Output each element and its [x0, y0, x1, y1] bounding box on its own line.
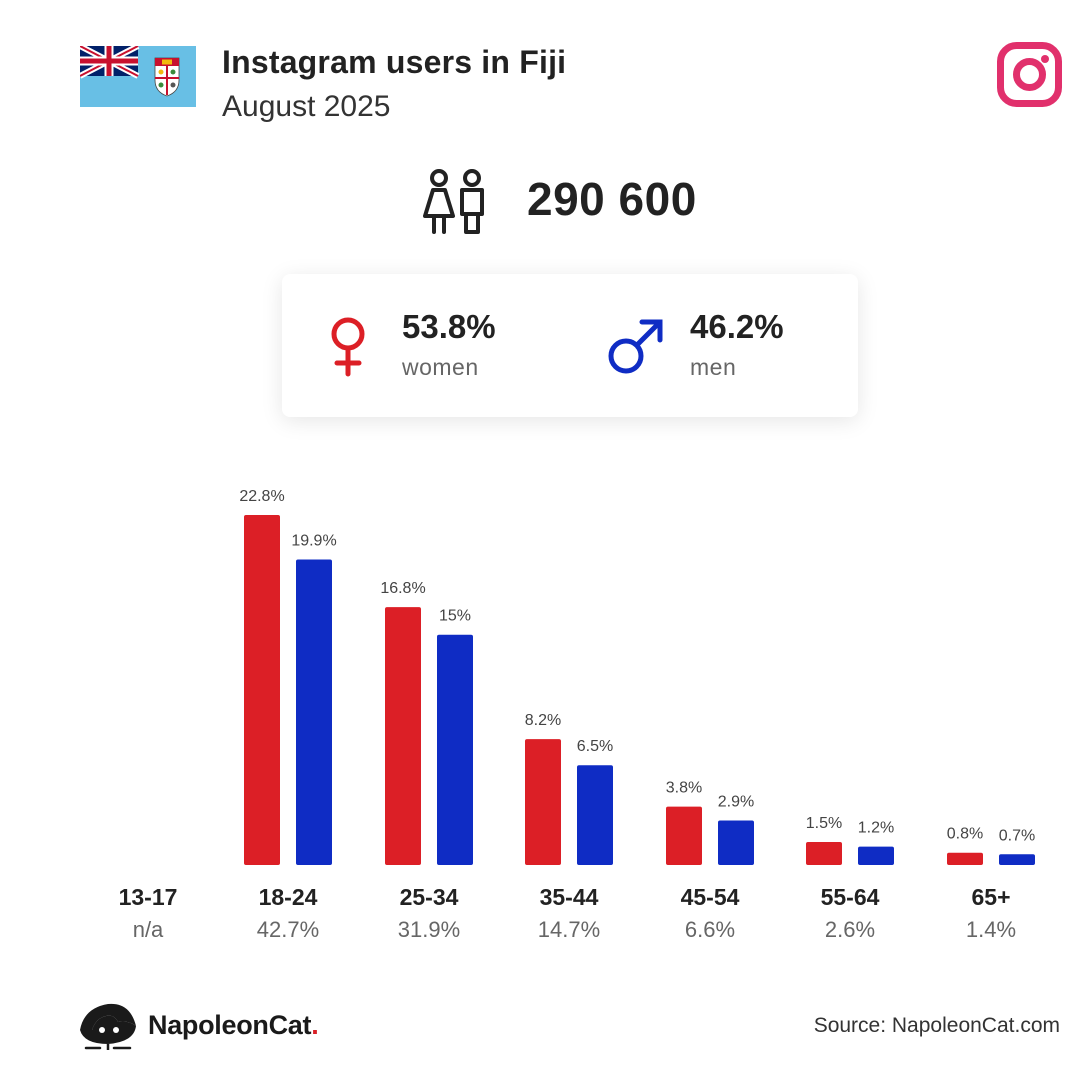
men-label: men — [690, 354, 737, 380]
bar-label-men-25-34: 15% — [439, 608, 471, 625]
fiji-flag-icon — [80, 46, 196, 107]
age-group-35-44: 35-44 14.7% — [499, 884, 639, 943]
source-link[interactable]: Source: NapoleonCat.com — [813, 1014, 1060, 1037]
instagram-logo-icon — [997, 42, 1062, 107]
bar-men-35-44 — [577, 765, 613, 865]
people-icon — [423, 169, 484, 234]
napoleoncat-logo-icon — [80, 1003, 136, 1050]
women-label: women — [402, 354, 479, 380]
bar-label-men-65+: 0.7% — [999, 827, 1035, 844]
bar-label-women-18-24: 22.8% — [239, 488, 284, 505]
age-range-label: 18-24 — [258, 884, 318, 910]
bar-label-women-55-64: 1.5% — [806, 815, 842, 832]
bar-label-men-35-44: 6.5% — [577, 738, 613, 755]
bar-men-65+ — [999, 854, 1035, 865]
bar-women-65+ — [947, 852, 983, 865]
bar-label-women-45-54: 3.8% — [666, 780, 702, 797]
age-range-label: 65+ — [971, 884, 1011, 910]
bar-women-35-44 — [525, 739, 561, 865]
brand-name: NapoleonCat. — [148, 1010, 319, 1041]
age-share-value: 6.6% — [684, 917, 736, 942]
men-percentage: 46.2% — [690, 308, 784, 345]
age-share-value: n/a — [132, 917, 164, 942]
bar-women-25-34 — [385, 607, 421, 865]
women-percentage: 53.8% — [402, 308, 496, 345]
bar-women-18-24 — [244, 515, 280, 865]
age-group-18-24: 18-24 42.7% — [218, 884, 358, 943]
age-range-label: 35-44 — [539, 884, 599, 910]
age-gender-bar-chart: 22.8% 19.9% 16.8% 15% 8.2% 6.5% 3.8% 2.9% 1.5% 1.… — [239, 488, 1035, 865]
total-users-value: 290 600 — [527, 173, 697, 225]
bar-men-55-64 — [858, 846, 894, 865]
male-symbol-icon — [608, 319, 663, 374]
age-range-label: 25-34 — [399, 884, 459, 910]
age-range-label: 55-64 — [820, 884, 880, 910]
bar-label-women-25-34: 16.8% — [380, 580, 425, 597]
age-group-65+: 65+ 1.4% — [921, 884, 1061, 943]
bar-label-men-55-64: 1.2% — [858, 820, 894, 837]
age-group-45-54: 45-54 6.6% — [640, 884, 780, 943]
bar-label-women-65+: 0.8% — [947, 826, 983, 843]
bar-men-25-34 — [437, 634, 473, 865]
bar-women-45-54 — [666, 806, 702, 865]
page-subtitle: August 2025 — [222, 90, 391, 123]
gender-split-card: 53.8% women 46.2% men — [282, 274, 858, 417]
age-range-label: 45-54 — [680, 884, 740, 910]
bar-label-men-18-24: 19.9% — [291, 533, 336, 550]
age-group-55-64: 55-64 2.6% — [780, 884, 920, 943]
age-group-13-17: 13-17 n/a — [78, 884, 218, 943]
age-share-value: 2.6% — [824, 917, 876, 942]
age-range-label: 13-17 — [118, 884, 178, 910]
age-share-value: 31.9% — [397, 917, 461, 942]
age-share-value: 1.4% — [965, 917, 1017, 942]
bar-men-45-54 — [718, 820, 754, 865]
age-share-value: 14.7% — [537, 917, 601, 942]
age-share-value: 42.7% — [256, 917, 320, 942]
age-group-25-34: 25-34 31.9% — [359, 884, 499, 943]
bar-label-women-35-44: 8.2% — [525, 712, 561, 729]
page-title: Instagram users in Fiji — [222, 44, 567, 80]
brand-name-text: NapoleonCat — [148, 1010, 312, 1040]
bar-label-men-45-54: 2.9% — [718, 793, 754, 810]
brand-dot: . — [311, 1010, 319, 1040]
female-symbol-icon — [331, 317, 365, 377]
bar-men-18-24 — [296, 559, 332, 865]
bar-women-55-64 — [806, 841, 842, 865]
